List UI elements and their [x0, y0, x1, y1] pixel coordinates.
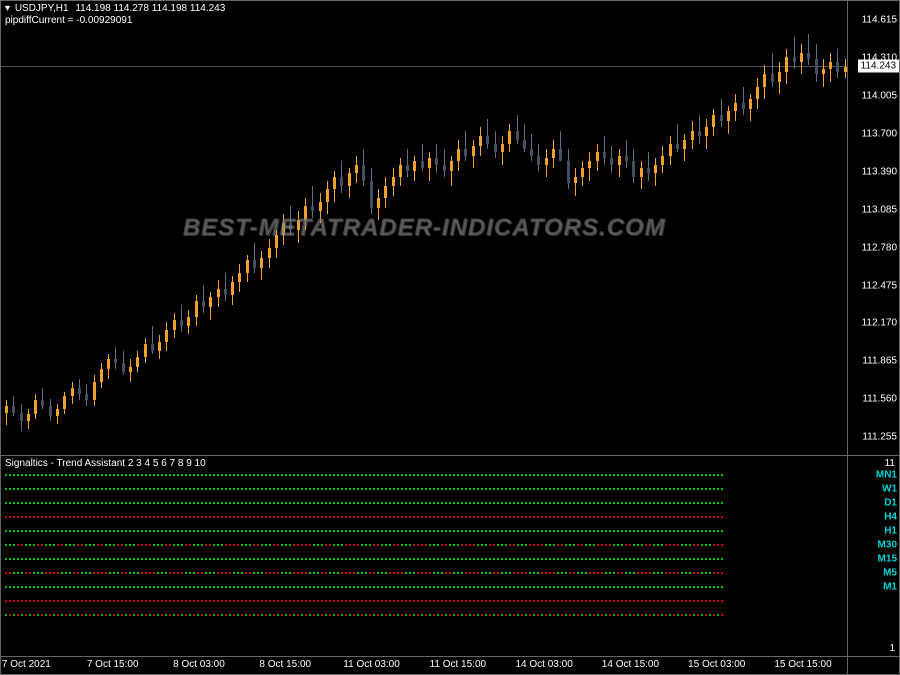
y-tick: 113.390: [862, 167, 897, 178]
time-x-axis: 7 Oct 2021 7 Oct 15:00 8 Oct 03:00 8 Oct 15…: [1, 656, 899, 674]
x-tick: 14 Oct 03:00: [515, 659, 572, 670]
timeframe-label: M15: [878, 554, 897, 565]
y-tick: 112.475: [862, 280, 897, 291]
timeframe-label: M5: [883, 568, 897, 579]
signal-row: [5, 530, 847, 532]
y-tick: 112.170: [862, 318, 897, 329]
timeframe-label: MN1: [876, 470, 897, 481]
y-tick: 114.615: [862, 15, 897, 26]
y-tick: 111.560: [862, 393, 897, 404]
signal-row: [5, 572, 847, 574]
price-y-axis: 114.615114.310114.005113.700113.390113.0…: [847, 1, 899, 455]
signal-row: [5, 516, 847, 518]
indicator-area[interactable]: Signaltics - Trend Assistant 2 3 4 5 6 7…: [1, 456, 847, 656]
y-tick: 113.085: [862, 204, 897, 215]
y-tick: 111.255: [862, 431, 897, 442]
x-tick: 8 Oct 15:00: [259, 659, 311, 670]
y-tick: 114.005: [862, 90, 897, 101]
indicator-value: pipdiffCurrent = -0.00929091: [5, 15, 132, 26]
price-chart-panel[interactable]: ▾ USDJPY,H1 114.198 114.278 114.198 114.…: [1, 1, 899, 456]
x-tick: 8 Oct 03:00: [173, 659, 225, 670]
signal-row: [5, 502, 847, 504]
signal-row: [5, 614, 847, 616]
x-tick: 7 Oct 15:00: [87, 659, 139, 670]
x-tick: 11 Oct 15:00: [430, 659, 487, 670]
x-tick: 14 Oct 15:00: [602, 659, 659, 670]
chart-container: ▾ USDJPY,H1 114.198 114.278 114.198 114.…: [0, 0, 900, 675]
y-tick: 111.865: [862, 356, 897, 367]
signal-row: [5, 586, 847, 588]
timeframe-label: D1: [884, 498, 897, 509]
signal-row: [5, 558, 847, 560]
current-price-label: 114.243: [858, 60, 899, 73]
dropdown-icon[interactable]: ▾: [5, 3, 10, 14]
price-hline: [1, 66, 847, 67]
symbol-header: ▾ USDJPY,H1 114.198 114.278 114.198 114.…: [5, 3, 225, 14]
timeframe-label: H4: [884, 512, 897, 523]
timeframe-label: H1: [884, 526, 897, 537]
x-tick: 11 Oct 03:00: [343, 659, 400, 670]
timeframe-label: M1: [883, 582, 897, 593]
timeframe-label: W1: [882, 484, 897, 495]
symbol-text: USDJPY,H1: [15, 3, 69, 14]
y-tick: 113.700: [862, 128, 897, 139]
y-tick: 112.780: [862, 242, 897, 253]
ohlc-text: 114.198 114.278 114.198 114.243: [75, 3, 225, 14]
x-tick: 7 Oct 2021: [2, 659, 51, 670]
x-axis-spacer: [847, 657, 899, 674]
signal-row: [5, 488, 847, 490]
indicator-tick: 11: [885, 458, 895, 469]
indicator-header: Signaltics - Trend Assistant 2 3 4 5 6 7…: [5, 458, 206, 469]
signal-row: [5, 600, 847, 602]
x-axis-labels: 7 Oct 2021 7 Oct 15:00 8 Oct 03:00 8 Oct 15…: [1, 657, 847, 674]
x-tick: 15 Oct 03:00: [688, 659, 745, 670]
signal-row: [5, 474, 847, 476]
indicator-y-axis: MN1W1D1H4H1M30M15M5M1111: [847, 456, 899, 656]
timeframe-label: M30: [878, 540, 897, 551]
signal-row: [5, 544, 847, 546]
watermark: BEST-METATRADER-INDICATORS.COM: [183, 214, 666, 242]
x-tick: 15 Oct 15:00: [774, 659, 831, 670]
price-chart-area[interactable]: ▾ USDJPY,H1 114.198 114.278 114.198 114.…: [1, 1, 847, 455]
indicator-tick: 1: [889, 643, 895, 654]
indicator-panel[interactable]: Signaltics - Trend Assistant 2 3 4 5 6 7…: [1, 456, 899, 656]
